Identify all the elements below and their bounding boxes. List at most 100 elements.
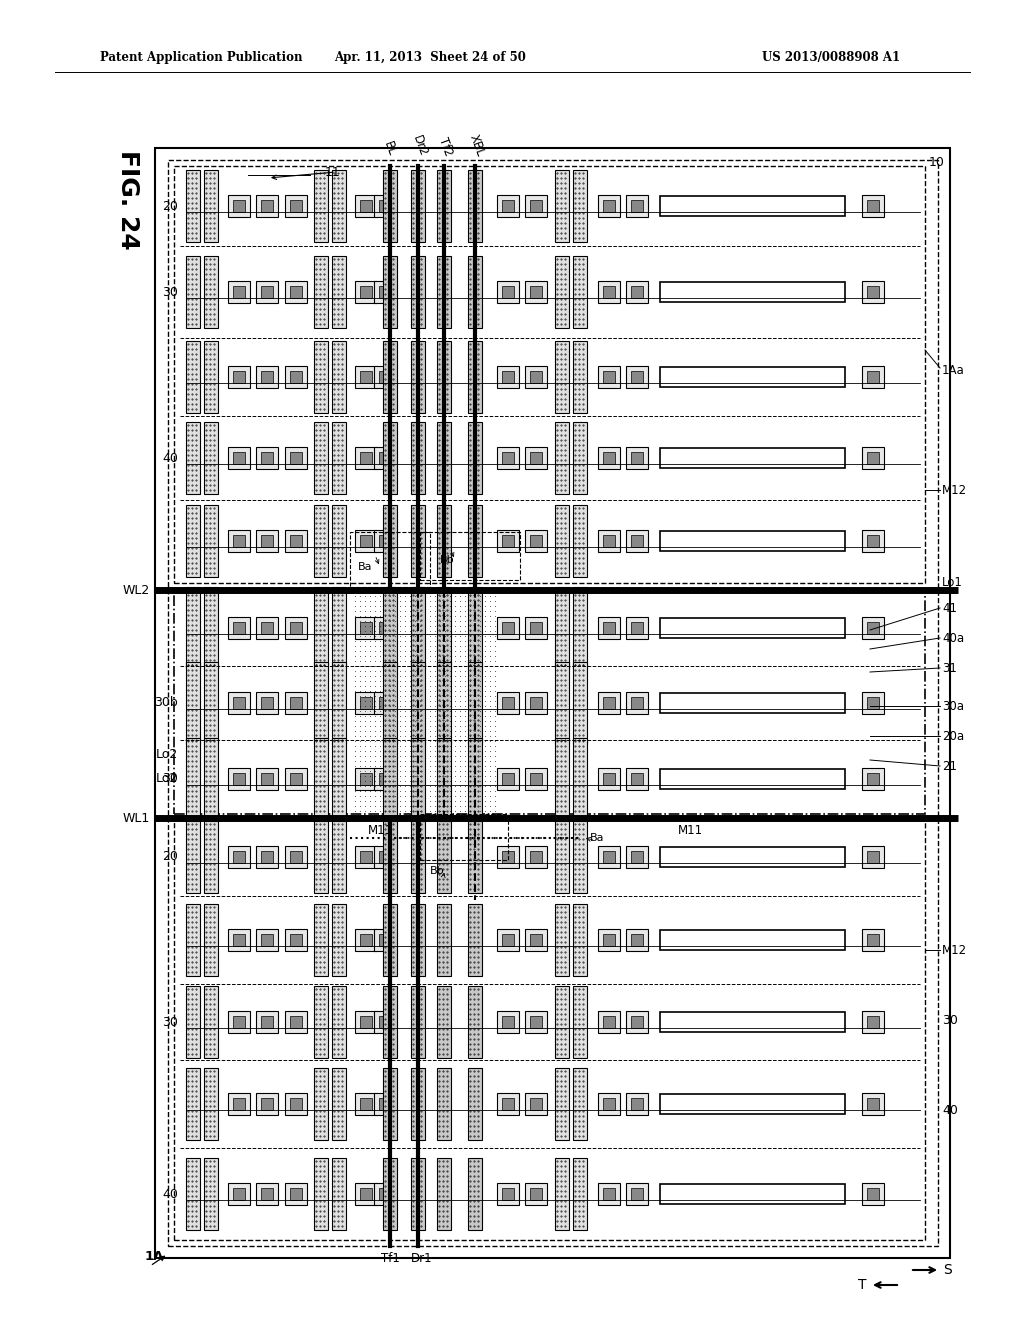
Bar — [355, 281, 377, 304]
Bar — [631, 774, 643, 785]
Bar — [411, 256, 425, 327]
Bar — [155, 148, 950, 1258]
Bar — [314, 1158, 328, 1230]
Bar — [867, 451, 879, 465]
Bar — [603, 535, 615, 546]
Bar — [314, 821, 328, 894]
Bar — [631, 622, 643, 634]
Text: 1A: 1A — [144, 1250, 164, 1263]
Bar — [867, 1016, 879, 1028]
Bar — [204, 821, 218, 894]
Bar — [603, 774, 615, 785]
Bar — [867, 697, 879, 709]
Bar — [497, 1011, 519, 1034]
Bar — [502, 1016, 514, 1028]
Bar — [174, 818, 925, 1239]
Bar — [468, 663, 482, 744]
Bar — [468, 422, 482, 494]
Bar — [285, 1093, 307, 1115]
Bar — [379, 286, 391, 298]
Bar — [502, 451, 514, 465]
Bar — [332, 506, 346, 577]
Bar — [228, 616, 250, 639]
Text: 20: 20 — [162, 850, 178, 863]
Text: 40a: 40a — [942, 631, 965, 644]
Bar — [862, 1183, 884, 1205]
Bar — [420, 532, 520, 579]
Bar — [862, 447, 884, 469]
Bar — [290, 535, 302, 546]
Bar — [573, 663, 587, 744]
Text: 20a: 20a — [942, 730, 965, 742]
Text: 10: 10 — [929, 156, 945, 169]
Text: M11: M11 — [678, 824, 702, 837]
Bar — [555, 986, 569, 1059]
Bar — [525, 366, 547, 388]
Text: Bb: Bb — [440, 554, 455, 565]
Bar — [261, 774, 273, 785]
Bar — [204, 422, 218, 494]
Bar — [437, 738, 451, 820]
Bar — [256, 846, 278, 869]
Bar — [186, 170, 200, 242]
Bar — [332, 986, 346, 1059]
Bar — [502, 199, 514, 213]
Bar — [383, 821, 397, 894]
Bar — [186, 986, 200, 1059]
Text: 30: 30 — [942, 1014, 957, 1027]
Text: 30b: 30b — [155, 697, 178, 710]
Bar — [355, 929, 377, 950]
Bar — [525, 846, 547, 869]
Bar — [502, 535, 514, 546]
Bar — [631, 371, 643, 383]
Bar — [379, 697, 391, 709]
Bar — [420, 814, 508, 861]
Bar — [626, 447, 648, 469]
Text: Lo2: Lo2 — [156, 772, 178, 785]
Bar — [290, 286, 302, 298]
Bar — [232, 199, 245, 213]
Bar — [256, 1183, 278, 1205]
Bar — [530, 1098, 542, 1110]
Bar — [867, 199, 879, 213]
Bar — [867, 1098, 879, 1110]
Bar — [355, 1011, 377, 1034]
Bar — [862, 768, 884, 789]
Bar — [525, 1183, 547, 1205]
Bar — [360, 697, 372, 709]
Bar — [660, 367, 845, 387]
Bar — [497, 929, 519, 950]
Bar — [502, 935, 514, 946]
Bar — [186, 1068, 200, 1140]
Bar — [355, 846, 377, 869]
Bar — [530, 1016, 542, 1028]
Bar — [256, 281, 278, 304]
Bar — [261, 697, 273, 709]
Bar — [626, 366, 648, 388]
Bar — [598, 846, 620, 869]
Bar — [374, 1011, 396, 1034]
Bar — [360, 622, 372, 634]
Bar — [626, 1011, 648, 1034]
Bar — [261, 535, 273, 546]
Bar — [626, 531, 648, 552]
Bar — [598, 929, 620, 950]
Bar — [598, 1093, 620, 1115]
Bar — [660, 1094, 845, 1114]
Bar — [525, 447, 547, 469]
Bar — [631, 199, 643, 213]
Bar — [383, 170, 397, 242]
Bar — [555, 821, 569, 894]
Bar — [468, 904, 482, 975]
Text: Tf1: Tf1 — [381, 1251, 399, 1265]
Text: 40: 40 — [162, 1188, 178, 1200]
Bar — [228, 281, 250, 304]
Bar — [332, 1158, 346, 1230]
Bar — [411, 986, 425, 1059]
Text: Bb: Bb — [430, 866, 444, 876]
Bar — [314, 904, 328, 975]
Bar — [204, 170, 218, 242]
Bar — [530, 371, 542, 383]
Bar — [862, 195, 884, 216]
Text: 30: 30 — [162, 285, 178, 298]
